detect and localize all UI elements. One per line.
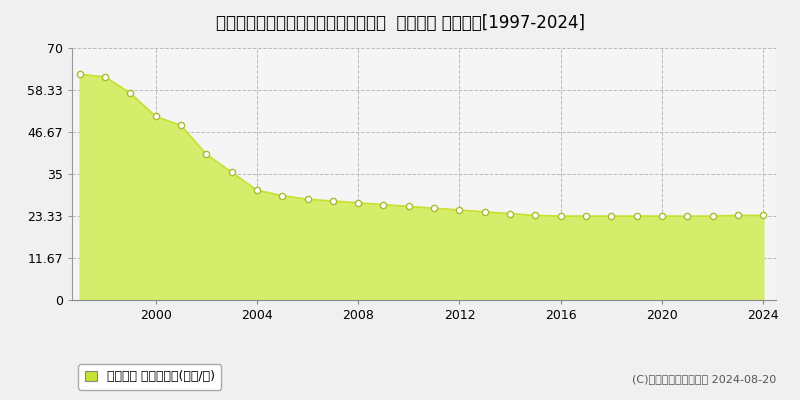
Text: 長野県長野市稲田１丁目２８番５０外  地価公示 地価推移[1997-2024]: 長野県長野市稲田１丁目２８番５０外 地価公示 地価推移[1997-2024] [215,14,585,32]
Legend: 地価公示 平均坪単価(万円/坪): 地価公示 平均坪単価(万円/坪) [78,364,222,390]
Text: (C)土地価格ドットコム 2024-08-20: (C)土地価格ドットコム 2024-08-20 [632,374,776,384]
